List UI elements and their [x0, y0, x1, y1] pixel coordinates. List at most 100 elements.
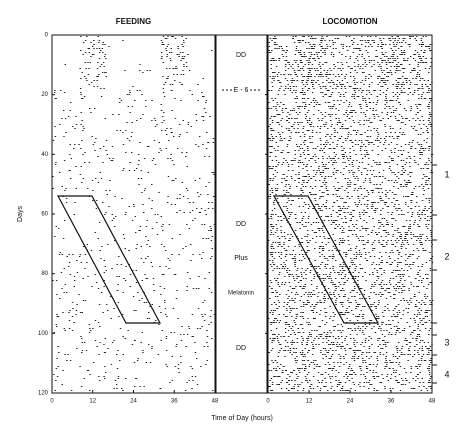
activity-dot — [276, 172, 279, 173]
activity-dot — [316, 336, 318, 337]
activity-dot — [395, 270, 397, 271]
activity-dot — [194, 342, 196, 343]
activity-dot — [401, 214, 403, 215]
activity-dot — [408, 64, 411, 65]
activity-dot — [64, 284, 67, 285]
activity-dot — [53, 332, 56, 333]
activity-dot — [299, 42, 301, 43]
activity-dot — [349, 72, 352, 73]
activity-dot — [194, 376, 197, 377]
activity-dot — [196, 358, 198, 359]
activity-dot — [287, 130, 290, 131]
activity-dot — [179, 82, 181, 83]
activity-dot — [210, 228, 212, 229]
activity-dot — [310, 166, 312, 167]
activity-dot — [316, 304, 318, 305]
activity-dot — [323, 144, 325, 145]
activity-dot — [332, 284, 334, 285]
activity-dot — [359, 214, 361, 215]
activity-dot — [412, 140, 414, 141]
activity-dot — [136, 360, 139, 361]
activity-dot — [409, 226, 412, 227]
activity-dot — [390, 158, 392, 159]
activity-dot — [349, 148, 351, 149]
activity-dot — [380, 268, 383, 269]
activity-dot — [402, 314, 404, 315]
activity-dot — [312, 362, 314, 363]
activity-dot — [296, 270, 298, 271]
activity-dot — [287, 198, 289, 199]
activity-dot — [164, 38, 166, 39]
activity-dot — [286, 202, 288, 203]
activity-dot — [341, 346, 343, 347]
activity-dot — [423, 124, 425, 125]
activity-dot — [88, 52, 90, 53]
activity-dot — [160, 104, 162, 105]
activity-dot — [413, 188, 416, 189]
activity-dot — [148, 318, 151, 319]
activity-dot — [378, 284, 380, 285]
activity-dot — [384, 100, 386, 101]
activity-dot — [293, 80, 295, 81]
activity-dot — [203, 108, 206, 109]
activity-dot — [406, 234, 409, 235]
activity-dot — [384, 74, 386, 75]
activity-dot — [361, 352, 364, 353]
activity-dot — [163, 44, 165, 45]
activity-dot — [368, 46, 370, 47]
activity-dot — [359, 298, 361, 299]
activity-dot — [380, 198, 382, 199]
activity-dot — [113, 340, 115, 341]
activity-dot — [174, 80, 176, 81]
activity-dot — [179, 194, 181, 195]
activity-dot — [305, 278, 307, 279]
activity-dot — [201, 92, 203, 93]
activity-dot — [428, 208, 430, 209]
activity-dot — [428, 160, 430, 161]
activity-dot — [386, 330, 388, 331]
activity-dot — [298, 244, 300, 245]
activity-dot — [426, 348, 428, 349]
activity-dot — [125, 378, 127, 379]
activity-dot — [386, 112, 389, 113]
activity-dot — [206, 360, 208, 361]
activity-dot — [307, 80, 309, 81]
activity-dot — [106, 304, 108, 305]
activity-dot — [346, 62, 348, 63]
activity-dot — [271, 120, 274, 121]
activity-dot — [313, 330, 316, 331]
activity-dot — [314, 160, 316, 161]
activity-dot — [66, 292, 68, 293]
activity-dot — [355, 266, 358, 267]
activity-dot — [417, 272, 419, 273]
activity-dot — [350, 182, 352, 183]
activity-dot — [419, 318, 421, 319]
activity-dot — [319, 210, 321, 211]
activity-dot — [151, 200, 153, 201]
activity-dot — [327, 90, 330, 91]
activity-dot — [414, 330, 416, 331]
activity-dot — [386, 192, 389, 193]
activity-dot — [274, 176, 276, 177]
activity-dot — [270, 146, 272, 147]
activity-dot — [307, 208, 310, 209]
activity-dot — [332, 172, 334, 173]
activity-dot — [274, 232, 277, 233]
activity-dot — [324, 54, 326, 55]
activity-dot — [279, 88, 281, 89]
activity-dot — [269, 196, 272, 197]
activity-dot — [363, 240, 365, 241]
activity-dot — [411, 142, 413, 143]
activity-dot — [429, 146, 431, 147]
activity-dot — [355, 58, 357, 59]
activity-dot — [310, 280, 313, 281]
activity-dot — [426, 130, 428, 131]
activity-dot — [424, 360, 427, 361]
activity-dot — [412, 332, 414, 333]
activity-dot — [355, 246, 358, 247]
activity-dot — [307, 302, 309, 303]
activity-dot — [302, 186, 304, 187]
activity-dot — [83, 128, 85, 129]
activity-dot — [324, 86, 327, 87]
activity-dot — [381, 60, 383, 61]
